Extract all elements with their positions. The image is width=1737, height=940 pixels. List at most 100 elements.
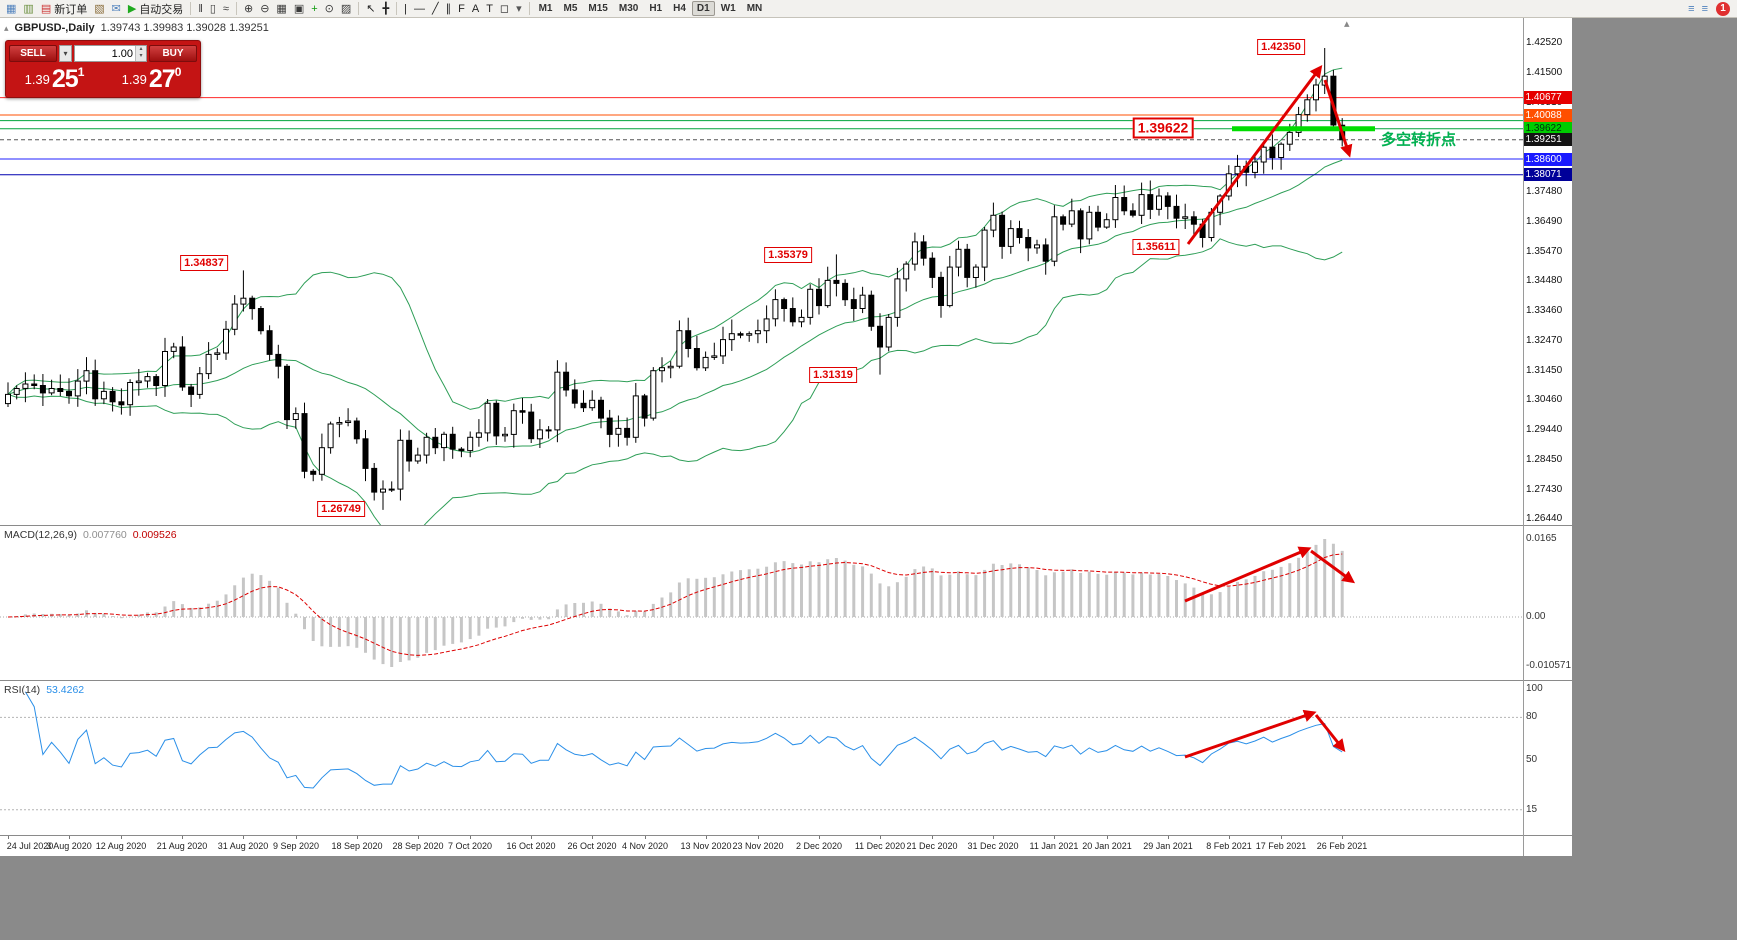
toolbar-separator [190,2,192,15]
date-label: 21 Aug 2020 [156,841,208,851]
date-tick [8,836,9,839]
layout-list-icon[interactable]: ≡ [1699,1,1711,17]
autotrade-button[interactable]: ▶ 自动交易 [125,1,186,17]
date-label: 26 Feb 2021 [1316,841,1368,851]
timeframe-m1-button[interactable]: M1 [538,3,553,14]
timeframe-d1-button[interactable]: D1 [691,1,715,16]
buy-price-small: 1.39 [121,71,147,87]
template-icon[interactable]: ▨ [338,1,354,17]
autotrade-icon: ▶ [127,2,137,15]
price-tick: 1.34480 [1526,275,1563,286]
market-watch-icon[interactable]: ▧ [91,1,107,17]
new-chart-icon[interactable]: ▦ [3,1,19,17]
periods-icon[interactable]: ⊙ [322,1,337,17]
collapse-pane-icon[interactable]: ▴ [4,22,9,33]
line-chart-icon[interactable]: ≈ [220,1,232,17]
tile-windows-icon[interactable]: ▦ [273,1,289,17]
symbol-period-label: GBPUSD-,Daily [14,22,95,34]
arrange-windows-icon[interactable]: ▣ [291,1,307,17]
price-tick: 1.32470 [1526,334,1563,346]
vertical-line-icon[interactable]: | [401,1,410,17]
trendline-icon: ╱ [431,2,439,15]
sell-price-sup: 1 [77,65,85,79]
crosshair-icon: ╋ [382,2,390,15]
sell-button[interactable]: SELL [9,44,57,62]
volume-dropdown[interactable]: ▾ [59,44,72,62]
notification-badge[interactable]: 1 [1716,1,1730,16]
date-label: 24 Jul 2020 [6,841,54,851]
sell-price[interactable]: 1.39 25 1 [6,63,103,95]
date-tick [243,836,244,839]
price-annotation: 1.26749 [317,501,365,517]
timeframe-h1-button[interactable]: H1 [649,3,663,14]
price-marker: 1.39622 [1523,122,1572,136]
price-annotation: 1.34837 [180,255,228,271]
crosshair-icon[interactable]: ╋ [380,1,393,17]
date-tick [69,836,70,839]
date-label: 9 Sep 2020 [272,841,320,851]
zoom-out-icon: ⊖ [260,2,270,15]
bar-chart-icon[interactable]: ‖ [195,1,206,17]
shapes-dropdown-icon[interactable]: ▾ [513,1,525,17]
fibonacci-icon[interactable]: F [455,1,468,17]
trendline-icon[interactable]: ╱ [429,1,442,17]
add-indicator-icon[interactable]: + [308,1,320,17]
date-label: 13 Nov 2020 [680,841,732,851]
price-annotation: 1.39622 [1132,117,1194,139]
chat-icon[interactable]: ✉ [109,1,124,17]
cursor-icon: ↖ [366,2,376,15]
zoom-out-icon[interactable]: ⊖ [257,1,272,17]
macd-canvas[interactable] [0,526,1523,680]
horizontal-line-icon[interactable]: — [411,1,428,17]
buy-button[interactable]: BUY [149,44,197,62]
date-label: 18 Sep 2020 [331,841,383,851]
date-label: 29 Jan 2021 [1143,841,1193,851]
new-chart-icon: ▦ [6,2,17,15]
candlestick-chart-icon[interactable]: ▯ [207,1,219,17]
date-tick [121,836,122,839]
text-label-icon[interactable]: T [483,1,496,17]
window-list-icon[interactable]: ≡ [1685,1,1697,17]
timeframe-m30-button[interactable]: M30 [618,3,639,14]
vertical-line-icon: | [404,2,407,15]
date-tick [296,836,297,839]
timeframe-m5-button[interactable]: M5 [563,3,578,14]
volume-spinner[interactable]: ▴ ▾ [135,45,146,61]
date-tick [819,836,820,839]
timeframe-h4-button[interactable]: H4 [673,3,686,14]
date-tick [1229,836,1230,839]
shapes-icon[interactable]: ◻ [497,1,512,17]
price-chart-canvas[interactable] [0,18,1523,525]
volume-value[interactable]: 1.00 [111,47,133,60]
new-order-icon: ▤ [40,2,52,15]
text-icon: A [471,2,480,15]
buy-price[interactable]: 1.39 27 0 [103,63,200,95]
rsi-label: RSI(14) 53.4262 [4,684,84,696]
date-label: 28 Sep 2020 [392,841,444,851]
axis-divider [1523,18,1524,856]
text-icon[interactable]: A [469,1,482,17]
date-axis[interactable]: 24 Jul 2020 3 Aug 2020 12 Aug 2020 21 Aug 2… [0,835,1572,856]
rsi-canvas[interactable] [0,681,1523,835]
shapes-icon: ◻ [499,2,510,15]
rsi-name: RSI(14) [4,684,41,696]
new-order-button[interactable]: ▤ 新订单 [38,1,90,17]
macd-scale-zero: 0.00 [1526,611,1546,622]
date-tick [706,836,707,839]
ohlc-values: 1.39743 1.39983 1.39028 1.39251 [100,22,269,34]
spin-down-icon[interactable]: ▾ [139,53,143,59]
date-tick [932,836,933,839]
spin-up-icon[interactable]: ▴ [139,46,143,52]
volume-field[interactable]: 1.00 ▴ ▾ [74,44,147,62]
date-label: 31 Dec 2020 [967,841,1019,851]
shapes-dropdown-icon: ▾ [516,2,522,15]
date-label: 8 Feb 2021 [1206,841,1252,851]
profiles-icon[interactable]: ▥ [20,1,36,17]
timeframe-mn-button[interactable]: MN [746,3,763,14]
timeframe-m15-button[interactable]: M15 [588,3,608,14]
cursor-icon[interactable]: ↖ [363,1,378,17]
arrange-windows-icon: ▣ [293,2,305,15]
timeframe-w1-button[interactable]: W1 [720,3,736,14]
zoom-in-icon[interactable]: ⊕ [241,1,256,17]
channel-icon[interactable]: ∥ [443,1,455,17]
